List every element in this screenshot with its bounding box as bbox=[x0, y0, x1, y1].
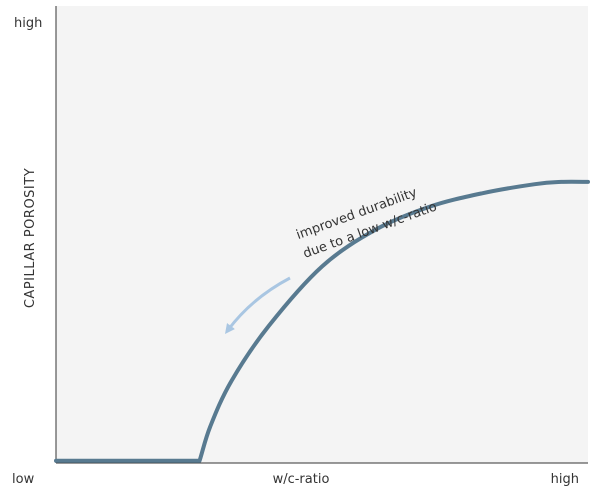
x-axis-label: w/c-ratio bbox=[273, 472, 330, 487]
plot-area bbox=[56, 6, 588, 463]
series-line-porosity bbox=[54, 179, 590, 463]
x-tick-label-low: low bbox=[12, 472, 35, 487]
x-tick-label-high: high bbox=[551, 472, 579, 487]
y-tick-label-high: high bbox=[14, 16, 42, 31]
y-axis-label: CAPILLAR POROSITY bbox=[23, 168, 38, 308]
annotation-arrow bbox=[224, 276, 291, 334]
